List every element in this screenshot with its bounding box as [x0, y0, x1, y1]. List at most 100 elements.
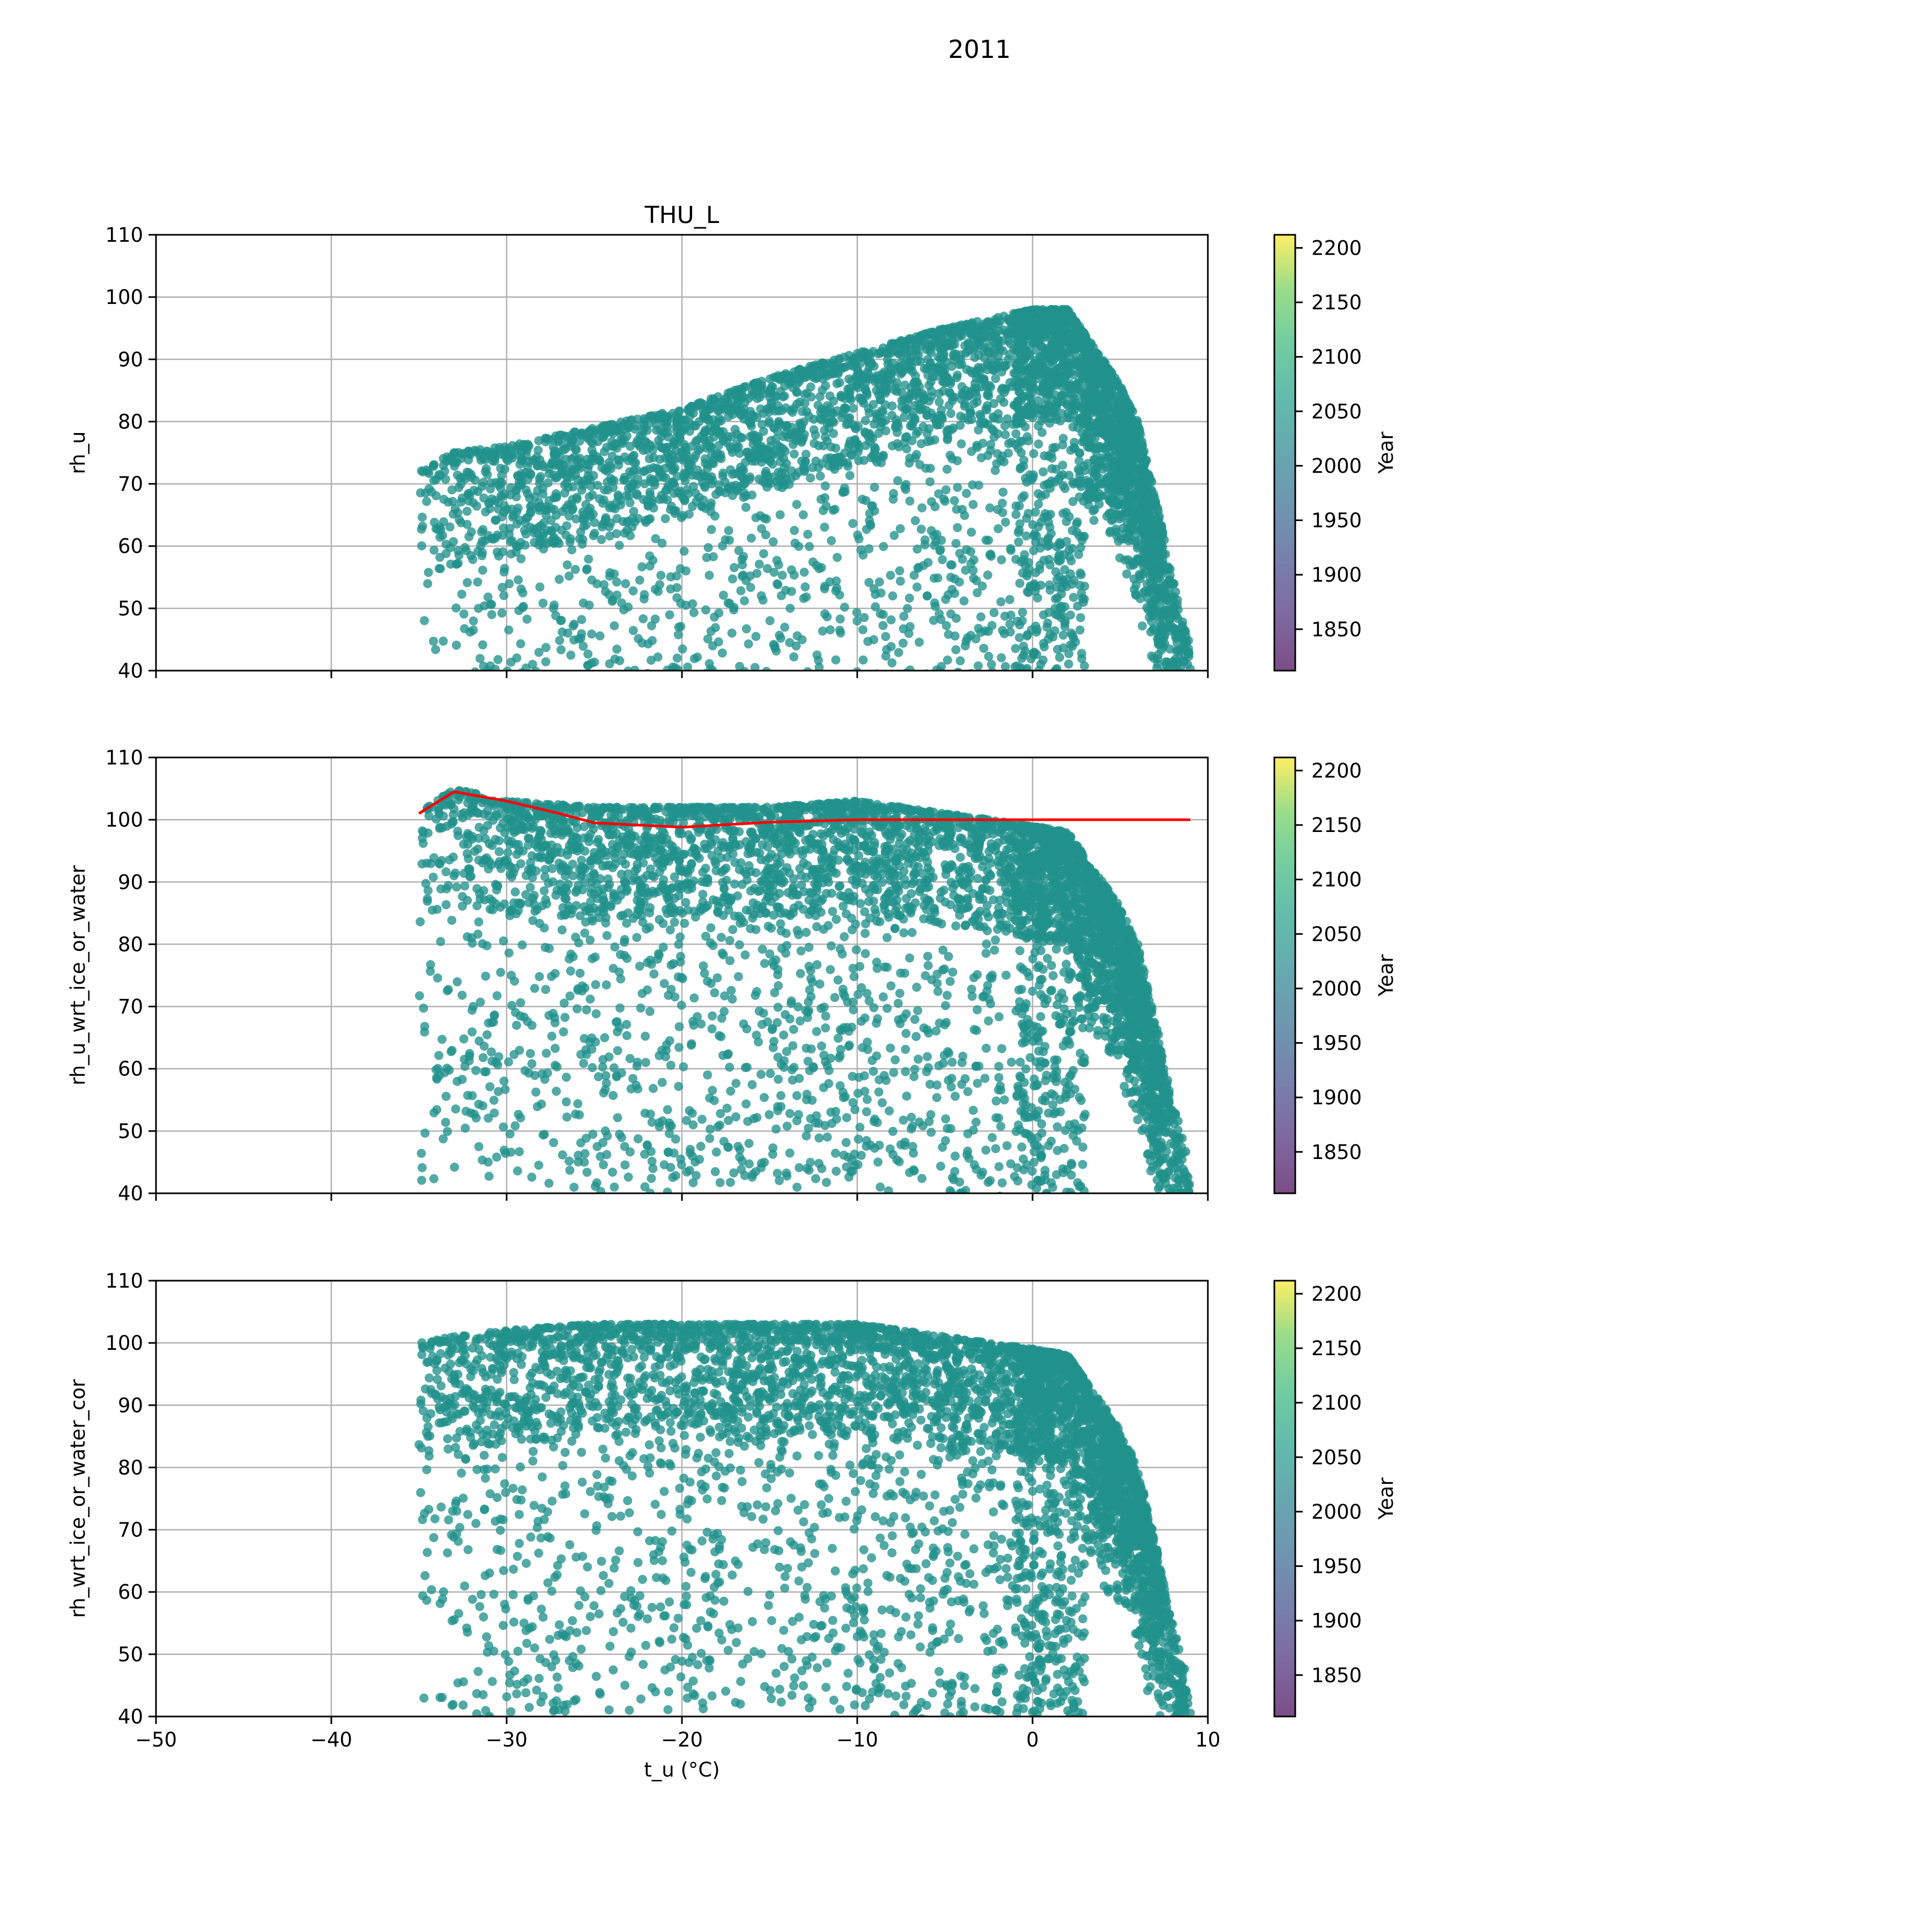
scatter-point — [1152, 592, 1161, 601]
scatter-point — [839, 487, 848, 496]
scatter-point — [976, 612, 985, 621]
scatter-point — [1023, 333, 1032, 343]
colorbar-tick-label: 2000 — [1311, 455, 1362, 478]
scatter-point — [952, 645, 961, 655]
scatter-point — [436, 564, 445, 573]
scatter-point — [676, 487, 685, 496]
scatter-point — [741, 503, 751, 512]
scatter-point — [470, 446, 479, 455]
y-tick-label: 100 — [105, 286, 143, 309]
scatter-point — [790, 570, 799, 579]
scatter-point — [935, 411, 944, 420]
scatter-point — [736, 433, 745, 442]
scatter-point — [1113, 510, 1122, 519]
colorbar-tick-label: 1850 — [1311, 618, 1362, 641]
scatter-point — [1166, 620, 1175, 629]
scatter-point — [1049, 443, 1058, 452]
scatter-point — [651, 614, 660, 623]
scatter-point — [1074, 335, 1083, 344]
scatter-point — [595, 494, 604, 503]
scatter-point — [454, 559, 463, 568]
scatter-point — [785, 378, 794, 388]
scatter-point — [1152, 671, 1161, 680]
scatter-point — [702, 427, 711, 436]
scatter-point — [523, 489, 532, 499]
scatter-point — [986, 382, 995, 391]
scatter-point — [840, 603, 849, 612]
scatter-point — [478, 525, 487, 534]
scatter-point — [731, 425, 740, 434]
scatter-point — [902, 432, 911, 441]
scatter-point — [741, 382, 750, 391]
scatter-point — [766, 457, 775, 466]
scatter-point — [487, 610, 496, 619]
scatter-point — [454, 546, 463, 555]
scatter-point — [746, 419, 755, 428]
scatter-point — [1068, 497, 1078, 506]
scatter-point — [610, 621, 619, 630]
scatter-point — [523, 445, 532, 455]
scatter-point — [1025, 350, 1034, 359]
scatter-point — [1090, 493, 1099, 502]
scatter-point — [848, 519, 857, 528]
scatter-point — [970, 343, 979, 352]
scatter-point — [759, 549, 768, 558]
scatter-point — [1108, 419, 1117, 428]
scatter-point — [478, 482, 487, 491]
scatter-point — [1137, 469, 1146, 478]
scatter-point — [1083, 442, 1092, 451]
scatter-point — [1117, 397, 1126, 406]
scatter-point — [603, 466, 612, 475]
scatter-point — [645, 412, 654, 421]
scatter-point — [514, 503, 523, 512]
scatter-point — [503, 456, 513, 465]
scatter-point — [577, 629, 586, 638]
scatter-point — [971, 634, 981, 643]
scatter-point — [658, 539, 667, 548]
scatter-point — [1169, 659, 1178, 668]
scatter-point — [666, 672, 675, 681]
scatter-point — [906, 421, 915, 430]
scatter-point — [970, 379, 979, 388]
scatter-point — [538, 484, 547, 493]
scatter-point — [706, 405, 715, 414]
scatter-point — [799, 510, 808, 519]
scatter-point — [747, 410, 756, 419]
scatter-point — [781, 447, 790, 456]
scatter-point — [1133, 443, 1142, 452]
scatter-point — [977, 453, 986, 462]
scatter-point — [494, 445, 503, 455]
scatter-point — [610, 476, 619, 485]
scatter-point — [1016, 396, 1026, 405]
scatter-point — [924, 381, 933, 390]
scatter-point — [1029, 648, 1038, 657]
scatter-point — [655, 473, 664, 482]
scatter-point — [1160, 633, 1169, 642]
scatter-point — [504, 626, 513, 635]
scatter-point — [917, 503, 926, 512]
scatter-point — [457, 590, 466, 599]
scatter-point — [844, 351, 853, 360]
scatter-point — [1012, 429, 1021, 439]
scatter-point — [955, 577, 964, 586]
scatter-point — [484, 592, 493, 601]
scatter-point — [886, 571, 895, 580]
scatter-point — [1129, 507, 1138, 516]
scatter-point — [790, 526, 799, 535]
scatter-point — [623, 603, 633, 612]
scatter-point — [1092, 421, 1101, 430]
scatter-point — [582, 566, 591, 575]
scatter-point — [526, 470, 536, 479]
scatter-point — [1022, 571, 1031, 581]
scatter-point — [1065, 671, 1074, 680]
scatter-point — [1104, 367, 1114, 376]
scatter-point — [947, 455, 956, 464]
scatter-point — [1015, 365, 1025, 374]
scatter-point — [446, 543, 455, 552]
scatter-point — [934, 389, 944, 398]
scatter-point — [479, 494, 488, 503]
scatter-point — [801, 457, 810, 466]
scatter-point — [1005, 595, 1014, 604]
scatter-point — [644, 465, 654, 474]
scatter-point — [1072, 383, 1081, 392]
